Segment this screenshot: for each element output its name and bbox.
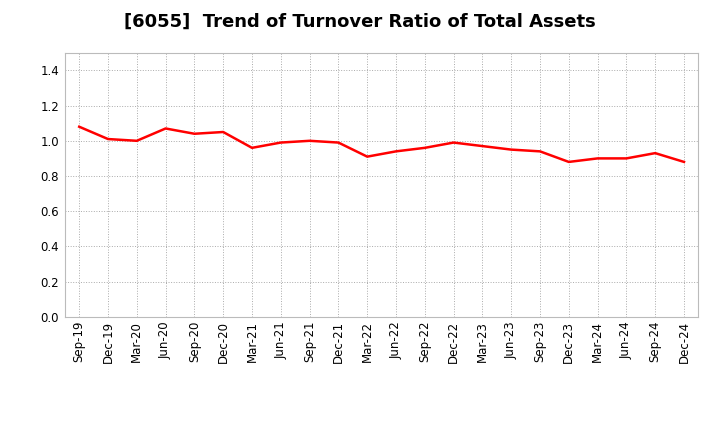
Text: [6055]  Trend of Turnover Ratio of Total Assets: [6055] Trend of Turnover Ratio of Total … (124, 13, 596, 31)
